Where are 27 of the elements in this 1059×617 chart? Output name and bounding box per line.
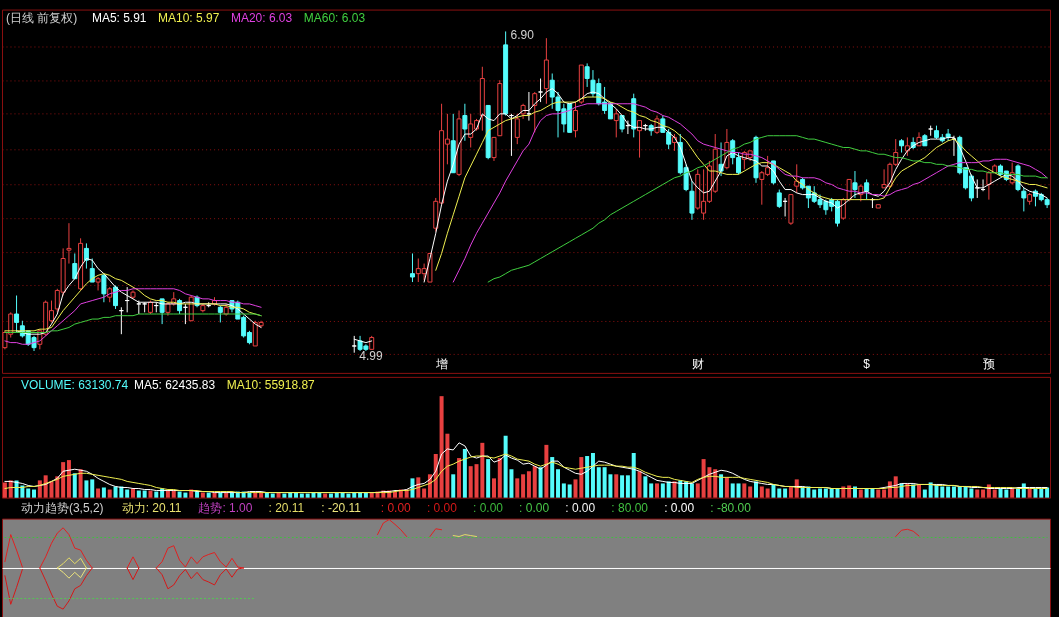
text: : -20.11 (321, 500, 362, 515)
text: MA5: 5.91 (91, 10, 147, 25)
text: MA5: 62435.83 (133, 377, 216, 392)
text: MA60: 6.03 (303, 10, 366, 25)
category-label: 财 (691, 356, 704, 371)
series-label: : 0.00 (380, 500, 412, 515)
chart-title: (日线 前复权) (5, 10, 78, 25)
text: VOLUME: 63130.74 (20, 377, 129, 392)
text: : 20.11 (268, 500, 305, 515)
text: : -80.00 (710, 500, 752, 515)
text: : 0.00 (426, 500, 458, 515)
text: MA10: 5.97 (158, 10, 220, 25)
text: 6.90 (510, 28, 534, 43)
chart-title: 动力趋势(3,5,2) (20, 500, 104, 515)
category-label: 增 (435, 356, 448, 371)
legend-label: : 0.00 (473, 500, 504, 515)
category-label: $ (863, 356, 870, 371)
text: MA10: 55918.87 (226, 377, 316, 392)
text: 4.99 (359, 348, 383, 363)
category-label: 预 (982, 356, 995, 371)
text: MA20: 6.03 (230, 10, 293, 25)
legend-label: 动力: 20.11 (121, 500, 182, 515)
legend-label: : 0.00 (664, 500, 695, 515)
legend-label: : 0.00 (519, 500, 550, 515)
legend-label: : 0.00 (565, 500, 596, 515)
legend-label: 趋势: 1.00 (198, 500, 253, 515)
series-label: : 80.00 (611, 500, 649, 515)
